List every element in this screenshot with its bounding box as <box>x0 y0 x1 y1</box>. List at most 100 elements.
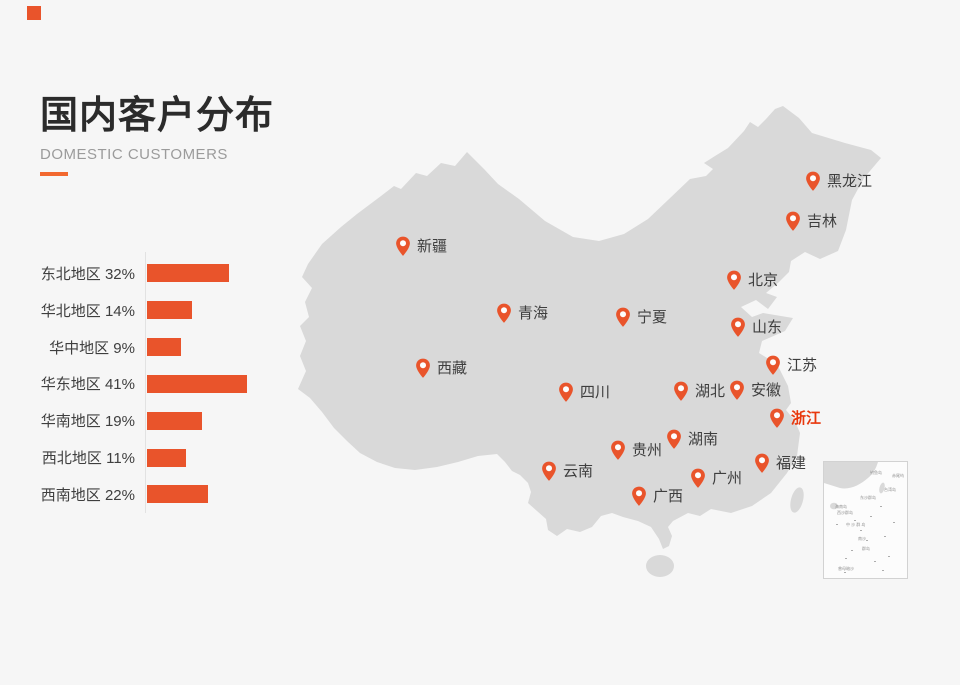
map-pin-label: 宁夏 <box>637 309 668 326</box>
map-pin-label: 浙江 <box>791 410 822 427</box>
map-pin-吉林: 吉林 <box>785 211 837 232</box>
map-pin-浙江: 浙江 <box>769 408 821 429</box>
accent-square <box>27 6 41 20</box>
map-pin-云南: 云南 <box>541 461 593 482</box>
south-china-sea-inset: 钓鱼岛 赤尾屿 台湾岛 东沙群岛 海南岛 西沙群岛中 沙 群 岛南沙 群岛 曾母暗沙 <box>823 461 908 579</box>
inset-map-shapes <box>824 462 885 510</box>
chart-bar <box>147 485 208 504</box>
map-pin-贵州: 贵州 <box>610 440 662 461</box>
inset-islet-mark <box>888 556 890 557</box>
location-pin-icon <box>396 236 410 256</box>
chart-row-label: 华中地区 9% <box>49 339 135 357</box>
chart-bar <box>147 338 181 357</box>
map-pin-青海: 青海 <box>496 303 548 324</box>
map-pin-label: 安徽 <box>751 382 782 399</box>
chart-bar <box>147 301 192 320</box>
location-pin-icon <box>674 381 688 401</box>
map-pin-福建: 福建 <box>754 453 806 474</box>
map-pin-湖南: 湖南 <box>666 429 718 450</box>
hainan-island-shape <box>646 555 674 577</box>
inset-islet-mark <box>836 524 838 525</box>
map-pin-label: 贵州 <box>632 442 663 459</box>
china-map <box>298 106 881 577</box>
chart-row: 华南地区 19% <box>30 402 290 439</box>
chart-row-label: 华东地区 41% <box>40 376 135 394</box>
chart-row-label: 华北地区 14% <box>40 302 135 320</box>
inset-islet-mark <box>866 540 868 541</box>
inset-island-label: 台湾岛 <box>884 487 896 492</box>
map-pin-北京: 北京 <box>726 270 778 291</box>
inset-islet-mark <box>860 530 862 531</box>
inset-island-label: 群岛 <box>862 546 870 551</box>
map-pin-广西: 广西 <box>631 486 683 507</box>
inset-islet-mark <box>884 536 886 537</box>
china-mainland-shape <box>298 106 881 549</box>
location-pin-icon <box>559 382 573 402</box>
inset-island-label: 西沙群岛 <box>837 510 853 515</box>
map-pin-江苏: 江苏 <box>765 355 817 376</box>
map-pin-新疆: 新疆 <box>395 236 447 257</box>
location-pin-icon <box>691 468 705 488</box>
location-pin-icon <box>632 486 646 506</box>
chart-row-label: 华南地区 19% <box>40 413 135 431</box>
chart-row: 华中地区 9% <box>30 329 290 366</box>
map-pin-label: 广州 <box>712 470 743 487</box>
chart-row: 华东地区 41% <box>30 366 290 403</box>
location-pin-icon <box>730 380 744 400</box>
map-pin-label: 黑龙江 <box>827 173 873 190</box>
location-pin-icon <box>770 408 784 428</box>
chart-bar <box>147 374 247 393</box>
map-pin-label: 云南 <box>563 463 594 480</box>
map-pin-广州: 广州 <box>690 468 742 489</box>
inset-island-label: 钓鱼岛 <box>870 470 882 475</box>
location-pin-icon <box>497 303 511 323</box>
map-pin-安徽: 安徽 <box>729 380 781 401</box>
bar-chart: 东北地区 32% 华北地区 14% 华中地区 9% 华东地区 41% 华南地区 19% 西… <box>30 255 290 513</box>
inset-islet-mark <box>893 522 895 523</box>
location-pin-icon <box>731 317 745 337</box>
page-subtitle: DOMESTIC CUSTOMERS <box>40 146 228 163</box>
chart-row-label: 西南地区 22% <box>40 486 135 504</box>
page-title: 国内客户分布 <box>40 95 275 137</box>
map-pin-label: 福建 <box>776 455 807 472</box>
location-pin-icon <box>766 355 780 375</box>
inset-island-label: 南沙 <box>858 536 866 541</box>
chart-row: 西北地区 11% <box>30 439 290 476</box>
title-underline <box>40 172 68 176</box>
location-pin-icon <box>667 429 681 449</box>
chart-row-label: 东北地区 32% <box>40 265 135 283</box>
map-pin-四川: 四川 <box>558 382 610 403</box>
chart-row: 西南地区 22% <box>30 476 290 513</box>
map-pin-label: 新疆 <box>417 238 448 255</box>
map-pin-山东: 山东 <box>730 317 782 338</box>
chart-bar <box>147 264 229 283</box>
map-pin-label: 青海 <box>518 305 549 322</box>
inset-islet-mark <box>882 570 884 571</box>
inset-islet-mark <box>880 506 882 507</box>
location-pin-icon <box>806 171 820 191</box>
chart-bar <box>147 448 186 467</box>
inset-islet-mark <box>874 561 876 562</box>
location-pin-icon <box>727 270 741 290</box>
chart-row: 华北地区 14% <box>30 292 290 329</box>
inset-islet-mark <box>851 550 853 551</box>
location-pin-icon <box>616 307 630 327</box>
map-pin-西藏: 西藏 <box>415 358 467 379</box>
map-pin-黑龙江: 黑龙江 <box>805 171 872 192</box>
map-pin-宁夏: 宁夏 <box>615 307 667 328</box>
location-pin-icon <box>416 358 430 378</box>
map-pin-label: 吉林 <box>807 213 838 230</box>
map-pin-label: 湖北 <box>695 383 726 400</box>
location-pin-icon <box>542 461 556 481</box>
inset-island-label: 东沙群岛 <box>860 495 876 500</box>
chart-bar <box>147 411 202 430</box>
header: 国内客户分布 DOMESTIC CUSTOMERS <box>40 92 274 176</box>
map-pin-label: 广西 <box>653 488 684 505</box>
inset-island-label: 海南岛 <box>835 504 847 509</box>
map-pin-label: 北京 <box>748 272 779 289</box>
location-pin-icon <box>786 211 800 231</box>
map-pin-label: 湖南 <box>688 431 719 448</box>
inset-island-label: 赤尾屿 <box>892 473 904 478</box>
map-pin-label: 四川 <box>580 384 611 401</box>
